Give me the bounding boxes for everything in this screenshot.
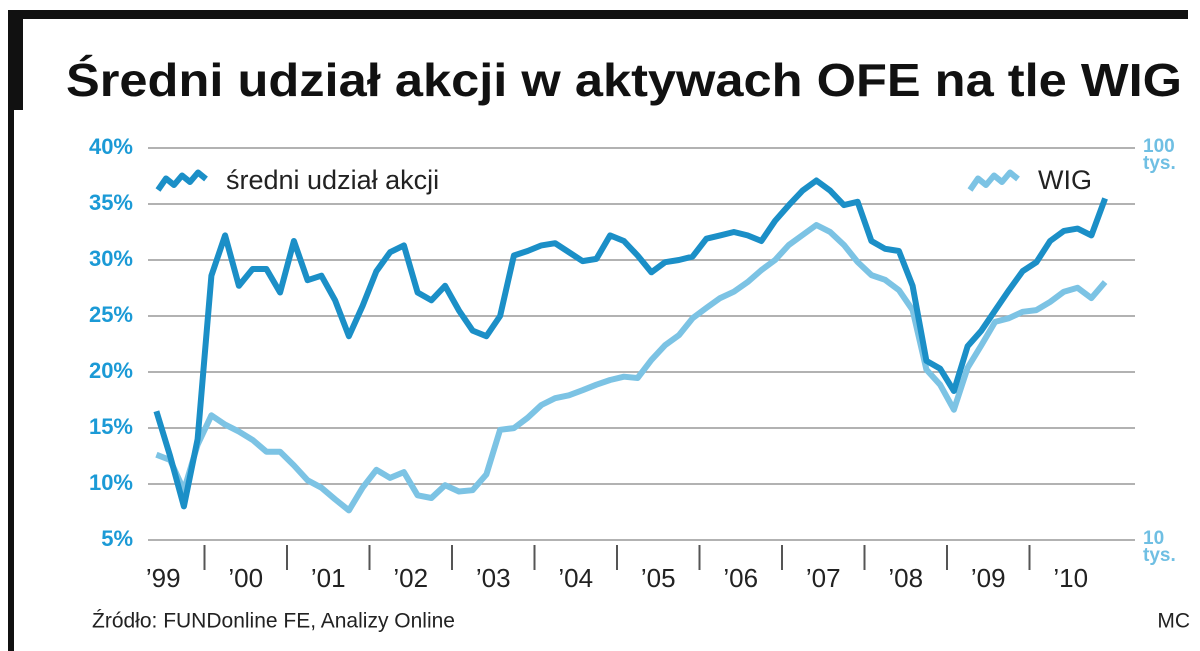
y2-tick-label: 100 tys. xyxy=(1143,136,1176,174)
x-tick-label: ’99 xyxy=(146,563,181,593)
x-tick-label: ’00 xyxy=(228,563,263,593)
x-tick-label: ’02 xyxy=(393,563,428,593)
x-tick-label: ’09 xyxy=(971,563,1006,593)
author: MC xyxy=(1157,610,1190,633)
y-tick-label: 40% xyxy=(89,134,133,159)
legend-label: średni udział akcji xyxy=(226,165,439,195)
series-line xyxy=(153,177,1108,510)
y-tick-label: 15% xyxy=(89,414,133,439)
x-tick-label: ’08 xyxy=(888,563,923,593)
series-line xyxy=(155,222,1108,514)
y-tick-label: 35% xyxy=(89,190,133,215)
x-tick-label: ’07 xyxy=(806,563,841,593)
x-tick-label: ’03 xyxy=(476,563,511,593)
side-rule xyxy=(8,10,14,651)
chart-title: Średni udział akcji w aktywach OFE na tl… xyxy=(66,54,1182,106)
x-tick-label: ’04 xyxy=(558,563,593,593)
x-tick-label: ’10 xyxy=(1053,563,1088,593)
x-tick-label: ’05 xyxy=(641,563,676,593)
x-tick-label: ’06 xyxy=(723,563,758,593)
legend-label: WIG xyxy=(1038,165,1092,195)
legend-icon xyxy=(967,169,1020,192)
top-rule xyxy=(8,10,1188,19)
y-tick-label: 10% xyxy=(89,470,133,495)
source: Źródło: FUNDonline FE, Analizy Online xyxy=(92,610,455,633)
legend-icon xyxy=(155,169,208,192)
y-tick-label: 5% xyxy=(101,526,133,551)
y-tick-label: 25% xyxy=(89,302,133,327)
y-tick-label: 30% xyxy=(89,246,133,271)
y2-tick-label: 10 tys. xyxy=(1143,528,1176,566)
y-tick-label: 20% xyxy=(89,358,133,383)
x-tick-label: ’01 xyxy=(311,563,346,593)
